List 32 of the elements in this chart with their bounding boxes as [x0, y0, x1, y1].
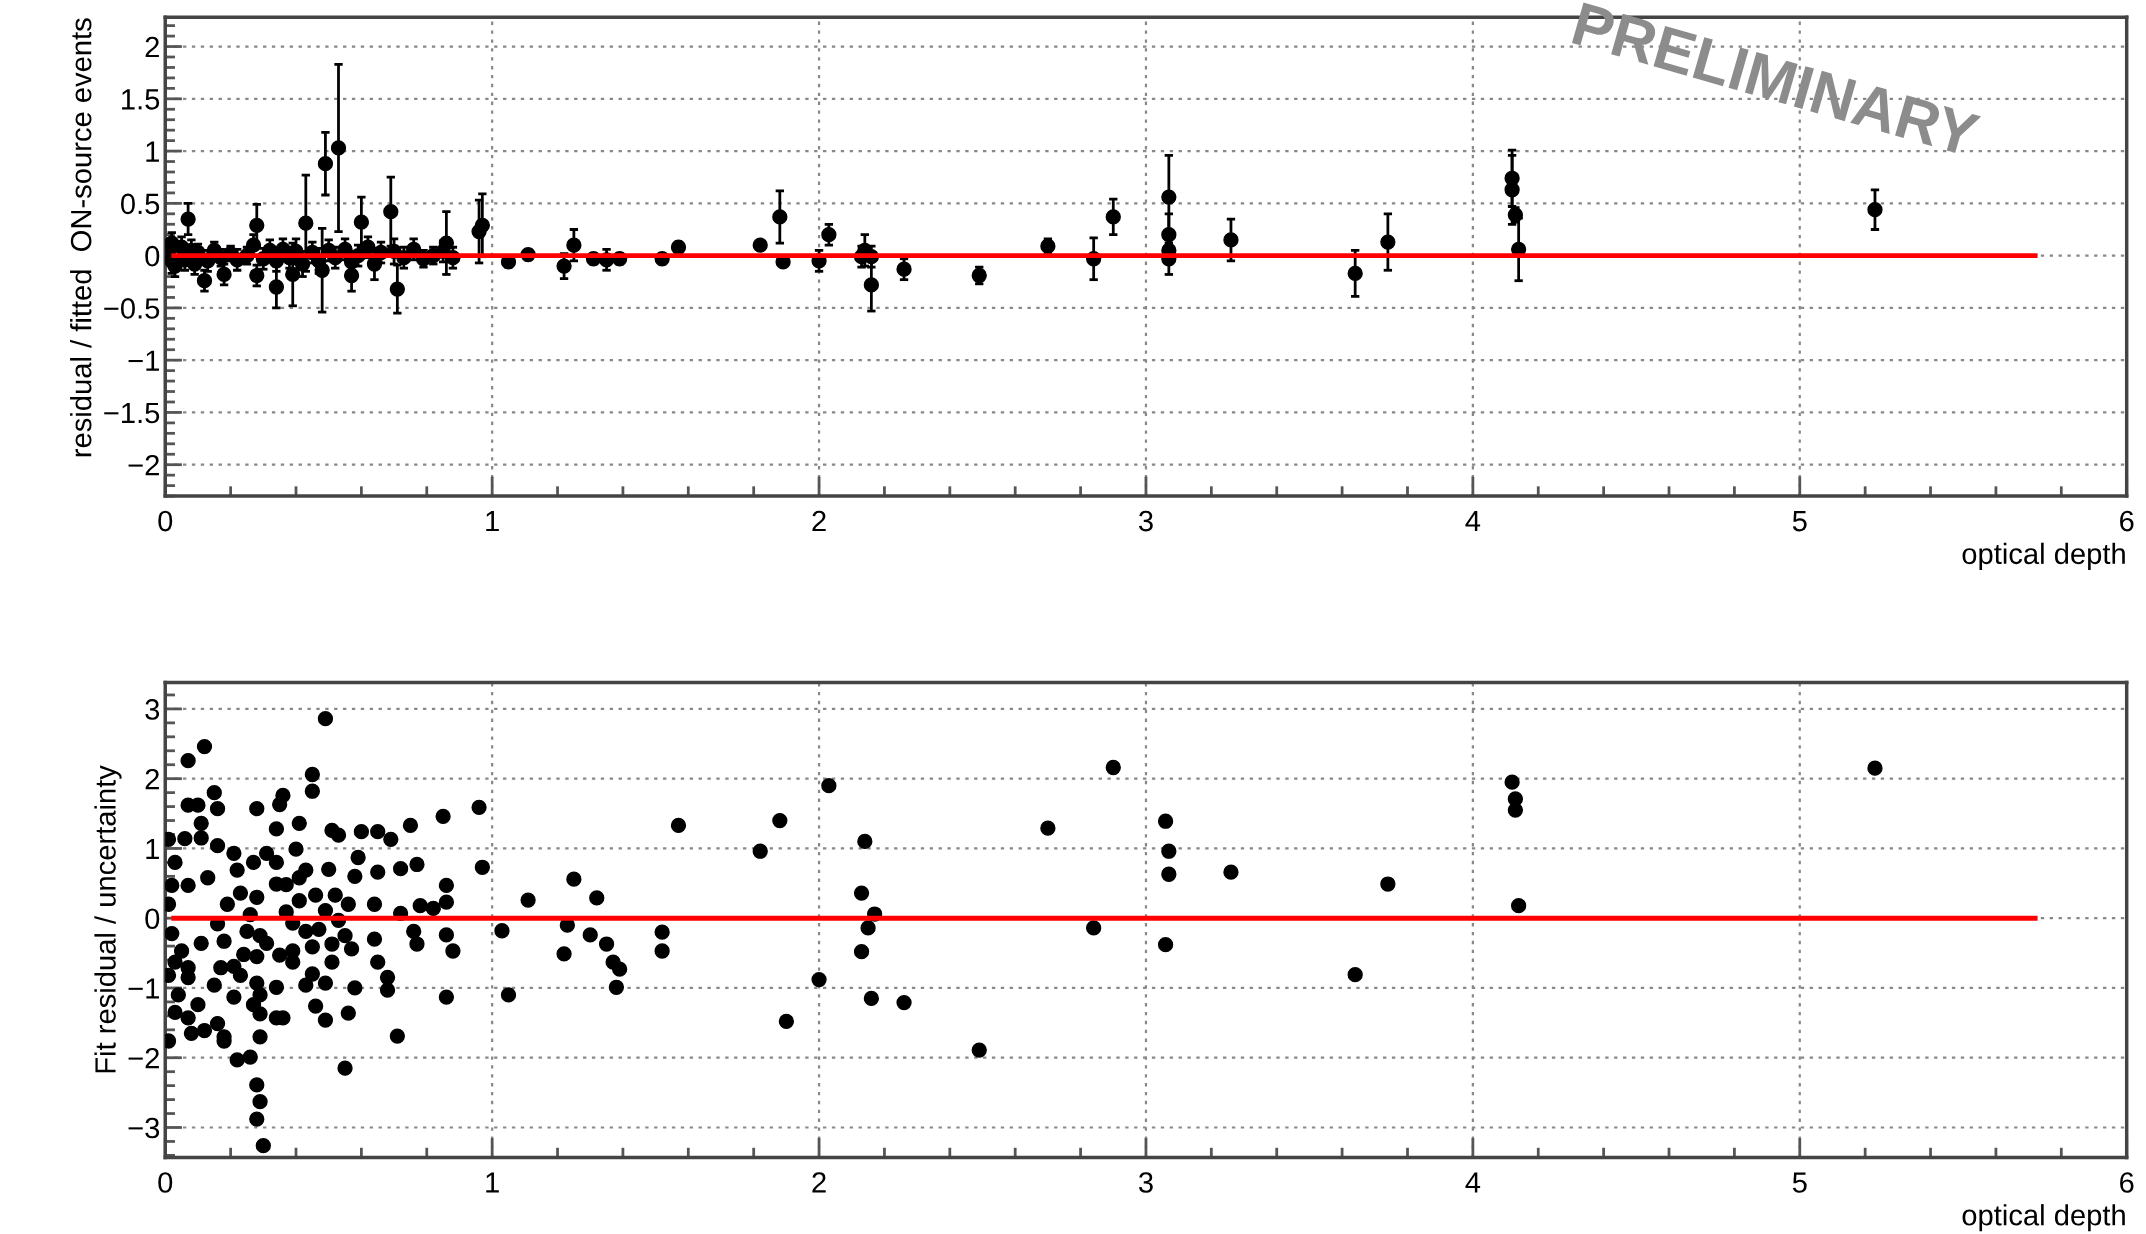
x-tick-label: 4: [1465, 1172, 1481, 1193]
y-tick-label: 0: [145, 908, 160, 930]
y-tick-label: 2: [145, 768, 159, 790]
x-tick-label: 6: [2120, 1172, 2134, 1193]
x-tick-label: 3: [1138, 510, 1153, 532]
y-tick-label: 1.5: [122, 89, 160, 110]
y-tick-label: 1: [146, 838, 159, 860]
x-tick-label: 6: [2120, 510, 2134, 532]
x-axis-title: optical depth: [1962, 542, 2125, 570]
x-axis-title: optical depth: [1962, 1204, 2125, 1232]
y-tick-label: −0.5: [104, 298, 160, 319]
x-tick-label: 4: [1465, 511, 1481, 532]
x-tick-label: 2: [812, 510, 826, 532]
x-tick-label: 2: [812, 1172, 826, 1193]
y-axis-title: residual / fitted ON-source events: [70, 18, 92, 457]
y-tick-label: 1: [146, 141, 159, 162]
y-tick-label: −1: [128, 978, 159, 999]
y-tick-label: −1: [128, 350, 159, 371]
y-tick-label: 0.5: [120, 193, 160, 215]
x-tick-label: 3: [1138, 1172, 1153, 1193]
y-tick-label: −3: [128, 1117, 160, 1139]
y-tick-label: −2: [128, 454, 159, 476]
x-tick-label: 1: [486, 1172, 499, 1193]
y-tick-label: −2: [128, 1047, 159, 1069]
y-tick-label: 3: [145, 699, 160, 720]
y-tick-label: 0: [145, 245, 160, 267]
y-tick-label: −1.5: [104, 402, 160, 424]
x-tick-label: 5: [1792, 1172, 1807, 1193]
y-axis-title: Fit residual / uncertainty: [94, 765, 122, 1073]
x-tick-label: 1: [486, 511, 499, 532]
x-tick-label: 5: [1792, 511, 1807, 532]
y-tick-label: 2: [145, 36, 159, 58]
